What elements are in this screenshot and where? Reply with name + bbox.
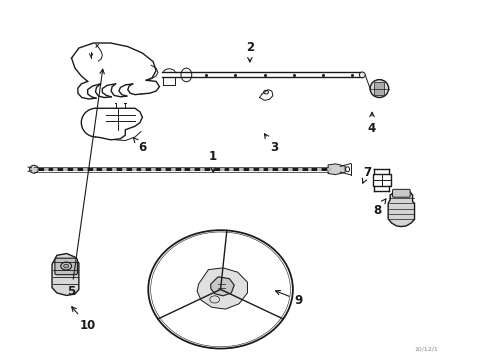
Text: 8: 8 <box>373 199 386 217</box>
Polygon shape <box>211 277 234 296</box>
Polygon shape <box>388 190 415 226</box>
Polygon shape <box>52 253 79 296</box>
Text: 6: 6 <box>133 138 147 154</box>
Text: 1: 1 <box>209 150 217 172</box>
Text: 5: 5 <box>68 69 104 298</box>
Text: 10/12/1: 10/12/1 <box>414 347 438 352</box>
Bar <box>374 82 384 95</box>
Bar <box>373 174 391 186</box>
Text: 4: 4 <box>368 112 376 135</box>
Text: 9: 9 <box>275 291 303 307</box>
Text: 7: 7 <box>363 166 371 183</box>
Text: 2: 2 <box>246 41 254 62</box>
Ellipse shape <box>370 80 389 98</box>
Text: 10: 10 <box>72 307 96 332</box>
Ellipse shape <box>64 264 69 268</box>
Ellipse shape <box>29 165 38 173</box>
FancyBboxPatch shape <box>392 189 410 197</box>
Ellipse shape <box>359 72 365 78</box>
FancyBboxPatch shape <box>55 258 77 275</box>
Text: 3: 3 <box>265 134 278 154</box>
Polygon shape <box>328 164 345 175</box>
Polygon shape <box>197 268 247 309</box>
